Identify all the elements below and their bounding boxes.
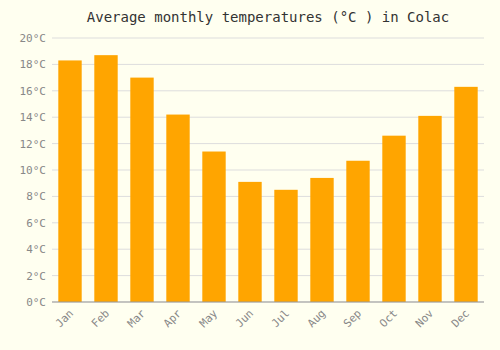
x-tick-label: Mar bbox=[125, 307, 149, 331]
chart-svg: Average monthly temperatures (°C ) in Co… bbox=[0, 0, 500, 350]
bar bbox=[454, 87, 477, 302]
y-grid bbox=[52, 38, 484, 302]
y-tick-label: 8°C bbox=[26, 190, 46, 203]
y-tick-label: 0°C bbox=[26, 296, 46, 309]
y-tick-label: 12°C bbox=[20, 138, 47, 151]
bar bbox=[202, 152, 225, 302]
bars bbox=[58, 55, 477, 302]
x-tick-label: Oct bbox=[377, 307, 400, 330]
y-tick-label: 2°C bbox=[26, 270, 46, 283]
grid-line bbox=[52, 302, 484, 303]
x-tick-label: Dec bbox=[449, 307, 472, 330]
x-tick-label: Nov bbox=[413, 307, 437, 331]
bar bbox=[130, 78, 153, 302]
chart-container: Average monthly temperatures (°C ) in Co… bbox=[0, 0, 500, 350]
bar bbox=[58, 60, 81, 302]
title: Average monthly temperatures (°C ) in Co… bbox=[87, 9, 449, 25]
bar bbox=[274, 190, 297, 302]
y-tick-label: 14°C bbox=[20, 111, 47, 124]
x-tick-label: Apr bbox=[161, 307, 185, 331]
y-tick-label: 10°C bbox=[20, 164, 47, 177]
y-tick-label: 20°C bbox=[20, 32, 47, 45]
x-tick-label: Jun bbox=[233, 307, 256, 330]
x-tick-label: Jan bbox=[53, 307, 76, 330]
bar bbox=[346, 161, 369, 302]
bar bbox=[310, 178, 333, 302]
bar bbox=[166, 115, 189, 302]
x-axis-line bbox=[52, 302, 484, 303]
bar bbox=[382, 136, 405, 302]
bar bbox=[238, 182, 261, 302]
x-tick-label: Sep bbox=[341, 307, 364, 330]
bar bbox=[418, 116, 441, 302]
bar bbox=[94, 55, 117, 302]
grid-line bbox=[52, 38, 484, 39]
x-tick-label: May bbox=[197, 307, 221, 331]
y-tick-label: 16°C bbox=[20, 85, 47, 98]
x-tick-label: Feb bbox=[89, 307, 112, 330]
x-tick-label: Jul bbox=[269, 307, 292, 330]
x-tick-label: Aug bbox=[305, 307, 328, 330]
background bbox=[0, 0, 500, 350]
y-tick-label: 18°C bbox=[20, 58, 47, 71]
y-tick-label: 6°C bbox=[26, 217, 46, 230]
y-tick-label: 4°C bbox=[26, 243, 46, 256]
